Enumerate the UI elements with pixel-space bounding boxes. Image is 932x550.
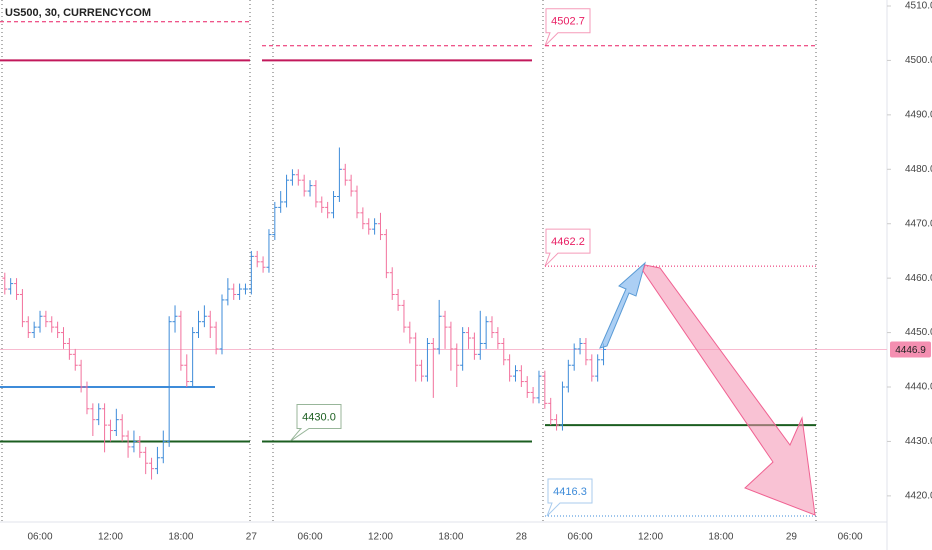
y-tick-label: 4440.0 (905, 382, 932, 393)
y-tick-label: 4490.0 (905, 109, 932, 120)
chart-title: US500, 30, CURRENCYCOM (5, 7, 151, 19)
level-callout-box (289, 403, 342, 442)
x-tick-label: 29 (786, 532, 798, 543)
level-callout-box (544, 8, 591, 47)
y-tick-label: 4470.0 (905, 218, 932, 229)
x-tick-label: 06:00 (298, 532, 323, 543)
level-callout-box (546, 478, 593, 517)
y-tick-label: 4450.0 (905, 327, 932, 338)
y-tick-label: 4430.0 (905, 436, 932, 447)
x-tick-label: 27 (246, 532, 258, 543)
y-tick-label: 4510.0 (905, 1, 932, 12)
x-tick-label: 18:00 (438, 532, 463, 543)
level-callout-box (544, 228, 591, 267)
forecast-arrow-up (599, 261, 646, 349)
y-tick-label: 4420.0 (905, 491, 932, 502)
x-tick-label: 12:00 (98, 532, 123, 543)
y-tick-label: 4460.0 (905, 273, 932, 284)
level-callout-label: 4430.0 (302, 411, 336, 423)
bars (2, 147, 607, 480)
x-tick-label: 18:00 (708, 532, 733, 543)
level-callout-label: 4416.3 (553, 486, 587, 498)
x-tick-label: 06:00 (28, 532, 53, 543)
forecast-arrow-down (642, 264, 816, 516)
x-tick-label: 28 (516, 532, 528, 543)
levels: 4502.7 4430.0 4462.2 4416.3 (0, 8, 887, 517)
date-markers (1, 0, 817, 522)
last-price-tag (890, 341, 931, 358)
x-tick-label: 06:00 (568, 532, 593, 543)
x-tick-label: 06:00 (838, 532, 863, 543)
x-tick-label: 18:00 (168, 532, 193, 543)
level-callout-label: 4502.7 (551, 16, 585, 28)
last-price-label: 4446.9 (895, 345, 926, 356)
y-tick-label: 4500.0 (905, 55, 932, 66)
y-tick-label: 4480.0 (905, 164, 932, 175)
x-tick-label: 12:00 (638, 532, 663, 543)
x-tick-label: 12:00 (368, 532, 393, 543)
level-callout-label: 4462.2 (551, 236, 585, 248)
